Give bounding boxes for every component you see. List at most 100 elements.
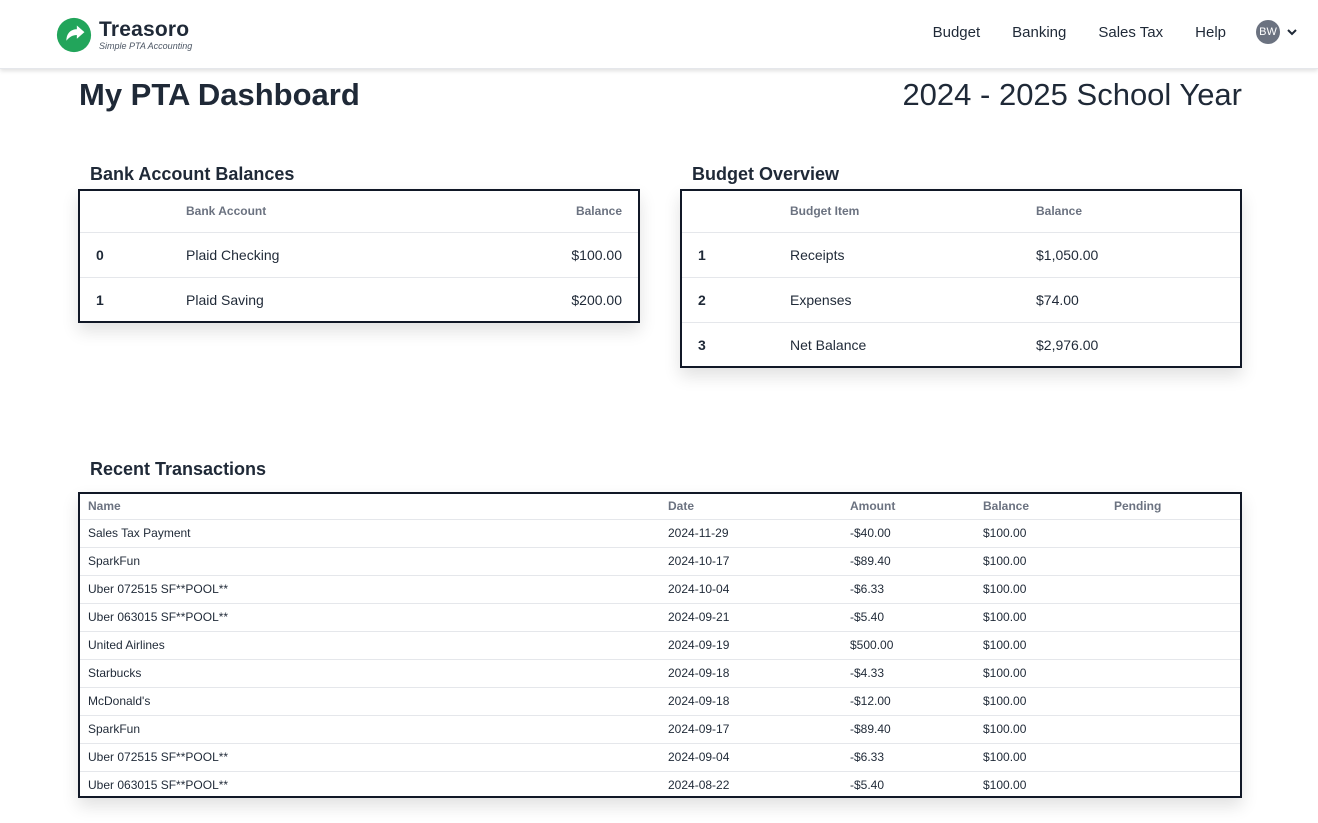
transaction-balance: $100.00 (983, 770, 1114, 799)
transaction-amount: -$89.40 (850, 546, 983, 575)
transaction-balance: $100.00 (983, 602, 1114, 631)
budget-item-name: Net Balance (790, 321, 1036, 367)
row-index: 1 (80, 276, 168, 322)
transaction-pending (1114, 574, 1240, 603)
brand-tagline: Simple PTA Accounting (99, 40, 193, 51)
transaction-balance: $100.00 (983, 546, 1114, 575)
transaction-date: 2024-09-18 (668, 686, 850, 715)
chevron-down-icon[interactable] (1286, 26, 1298, 38)
table-row: 3 Net Balance $2,976.00 (682, 321, 1240, 367)
column-header-amount: Amount (850, 499, 896, 514)
transaction-name: Uber 072515 SF**POOL** (80, 742, 668, 771)
column-header (682, 191, 790, 232)
transaction-amount: -$12.00 (850, 686, 983, 715)
budget-item-name: Expenses (790, 276, 1036, 322)
transaction-balance: $100.00 (983, 658, 1114, 687)
table-row[interactable]: Starbucks 2024-09-18 -$4.33 $100.00 (80, 658, 1240, 687)
row-index: 1 (682, 231, 790, 277)
transaction-pending (1114, 686, 1240, 715)
transaction-pending (1114, 742, 1240, 771)
budget-item-balance: $74.00 (1036, 276, 1240, 322)
column-header-budget-item: Budget Item (790, 204, 860, 219)
transaction-balance: $100.00 (983, 518, 1114, 547)
bank-account-balance: $200.00 (462, 276, 638, 322)
budget-overview-table: Budget Item Balance 1 Receipts $1,050.00… (680, 189, 1242, 368)
transaction-balance: $100.00 (983, 714, 1114, 743)
transaction-name: SparkFun (80, 546, 668, 575)
transaction-pending (1114, 546, 1240, 575)
transaction-amount: -$6.33 (850, 742, 983, 771)
transaction-pending (1114, 714, 1240, 743)
table-row: 1 Plaid Saving $200.00 (80, 276, 638, 322)
transaction-date: 2024-08-22 (668, 770, 850, 799)
brand-logo[interactable]: Treasoro Simple PTA Accounting (55, 16, 192, 54)
transaction-amount: -$5.40 (850, 770, 983, 799)
row-index: 2 (682, 276, 790, 322)
transaction-name: Sales Tax Payment (80, 518, 668, 547)
transaction-date: 2024-09-19 (668, 630, 850, 659)
column-header-bank-account: Bank Account (186, 204, 267, 219)
transaction-name: Uber 063015 SF**POOL** (80, 602, 668, 631)
column-header-balance: Balance (1036, 204, 1083, 219)
transaction-date: 2024-10-17 (668, 546, 850, 575)
column-header-balance: Balance (575, 204, 622, 219)
bank-account-name: Plaid Saving (168, 276, 463, 322)
transaction-date: 2024-09-21 (668, 602, 850, 631)
transaction-pending (1114, 518, 1240, 547)
transaction-name: Uber 063015 SF**POOL** (80, 770, 668, 799)
transactions-table: Name Date Amount Balance Pending Sales T… (78, 492, 1242, 799)
table-row[interactable]: SparkFun 2024-10-17 -$89.40 $100.00 (80, 546, 1240, 575)
table-row[interactable]: SparkFun 2024-09-17 -$89.40 $100.00 (80, 714, 1240, 743)
nav-budget-link[interactable]: Budget (932, 23, 981, 41)
transaction-balance: $100.00 (983, 574, 1114, 603)
transaction-balance: $100.00 (983, 686, 1114, 715)
transaction-name: SparkFun (80, 714, 668, 743)
table-row: 0 Plaid Checking $100.00 (80, 231, 638, 277)
transaction-date: 2024-09-18 (668, 658, 850, 687)
transaction-pending (1114, 630, 1240, 659)
nav-help-link[interactable]: Help (1195, 23, 1226, 41)
user-avatar[interactable]: BW (1256, 20, 1280, 44)
table-row[interactable]: Uber 063015 SF**POOL** 2024-09-21 -$5.40 $1… (80, 602, 1240, 631)
table-row[interactable]: Uber 072515 SF**POOL** 2024-09-04 -$6.33 $1… (80, 742, 1240, 771)
budget-item-balance: $1,050.00 (1036, 231, 1240, 277)
nav-links: Budget Banking Sales Tax Help BW (933, 0, 1318, 64)
transaction-date: 2024-11-29 (668, 518, 850, 547)
transaction-name: Starbucks (80, 658, 668, 687)
budget-item-name: Receipts (790, 231, 1036, 277)
table-row: 1 Receipts $1,050.00 (682, 231, 1240, 277)
transaction-balance: $100.00 (983, 742, 1114, 771)
bank-accounts-title: Bank Account Balances (90, 164, 295, 184)
transaction-amount: -$5.40 (850, 602, 983, 631)
page-title: My PTA Dashboard (79, 77, 360, 112)
transaction-date: 2024-09-17 (668, 714, 850, 743)
column-header-pending: Pending (1114, 499, 1162, 514)
row-index: 3 (682, 321, 790, 367)
logo-arrow-icon (56, 17, 92, 53)
transactions-body: Sales Tax Payment 2024-11-29 -$40.00 $100.0… (80, 518, 1240, 799)
table-row[interactable]: McDonald's 2024-09-18 -$12.00 $100.00 (80, 686, 1240, 715)
bank-account-name: Plaid Checking (168, 231, 463, 277)
table-row[interactable]: United Airlines 2024-09-19 $500.00 $100.00 (80, 630, 1240, 659)
bank-accounts-table: Bank Account Balance 0 Plaid Checking $1… (78, 189, 640, 323)
school-year-label: 2024 - 2025 School Year (902, 77, 1242, 112)
transaction-pending (1114, 770, 1240, 799)
nav-sales-tax-link[interactable]: Sales Tax (1098, 23, 1164, 41)
transaction-name: McDonald's (80, 686, 668, 715)
transaction-pending (1114, 658, 1240, 687)
table-row[interactable]: Sales Tax Payment 2024-11-29 -$40.00 $100.0… (80, 518, 1240, 547)
transaction-balance: $100.00 (983, 630, 1114, 659)
table-row[interactable]: Uber 063015 SF**POOL** 2024-08-22 -$5.40 $1… (80, 770, 1240, 799)
transaction-date: 2024-10-04 (668, 574, 850, 603)
transaction-amount: -$4.33 (850, 658, 983, 687)
transaction-date: 2024-09-04 (668, 742, 850, 771)
transaction-amount: -$40.00 (850, 518, 983, 547)
top-navbar: Treasoro Simple PTA Accounting Budget Ba… (0, 0, 1318, 69)
transaction-amount: -$6.33 (850, 574, 983, 603)
table-row[interactable]: Uber 072515 SF**POOL** 2024-10-04 -$6.33 $1… (80, 574, 1240, 603)
column-header-date: Date (668, 499, 695, 514)
nav-banking-link[interactable]: Banking (1012, 23, 1067, 41)
transaction-name: Uber 072515 SF**POOL** (80, 574, 668, 603)
column-header (80, 191, 168, 232)
recent-transactions-title: Recent Transactions (90, 459, 267, 479)
